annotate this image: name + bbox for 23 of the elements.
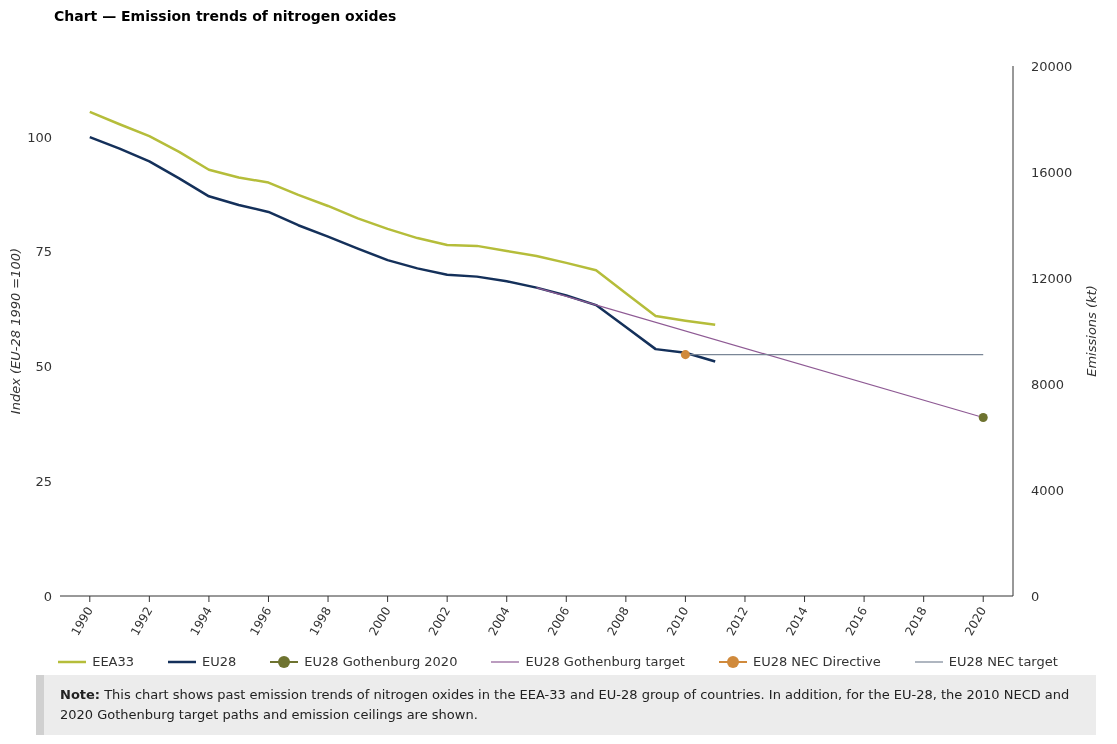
legend-label: EU28 NEC target — [947, 654, 1058, 669]
y2-tick-label: 20000 — [1031, 58, 1073, 74]
y-tick-label: 0 — [43, 588, 52, 604]
legend-label: EU28 Gothenburg target — [524, 654, 685, 669]
line-series — [88, 110, 717, 327]
y2-tick-label: 4000 — [1031, 482, 1065, 498]
y2-tick-label: 16000 — [1031, 164, 1073, 180]
text: Note: This chart shows past emission trends of nitrogen oxides in the EEA-33 and EU-28 group of countries. In addition, for the EU-28, the 2010 NECD and 2020 Gothenburg target paths and emission ceilings are shown. — [36, 675, 1096, 735]
y2-tick-label: 12000 — [1031, 270, 1073, 286]
y-axis-title: Index (EU-28 1990 =100) — [7, 247, 23, 415]
y-tick-label: 50 — [35, 359, 52, 375]
y2-tick-label: 0 — [1031, 588, 1040, 604]
y2-axis-title: Emissions (kt) — [1083, 285, 1099, 377]
chart-title: Chart — Emission trends of nitrogen oxides — [54, 8, 398, 24]
y-tick-label: 25 — [35, 473, 52, 489]
line-series — [88, 135, 717, 363]
legend-label: EU28 Gothenburg 2020 — [303, 654, 458, 669]
y-tick-label: 75 — [35, 244, 52, 260]
y-tick-label: 100 — [27, 129, 52, 145]
y2-tick-label: 8000 — [1031, 376, 1065, 392]
legend-label: EU28 NEC Directive — [751, 654, 881, 669]
legend-label: EU28 — [201, 654, 237, 669]
legend-label: EEA33 — [91, 654, 135, 669]
